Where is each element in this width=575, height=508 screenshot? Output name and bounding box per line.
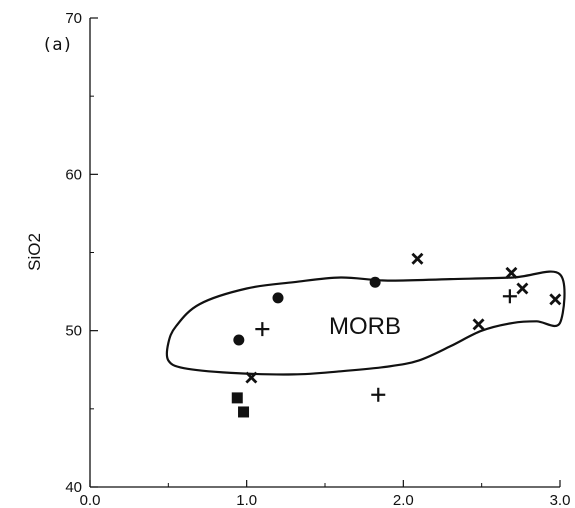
plus-point xyxy=(371,387,386,402)
x-tick-label: 2.0 xyxy=(393,492,414,508)
panel-label: (a) xyxy=(42,35,73,55)
x-point-b xyxy=(245,371,258,384)
y-axis-label: SiO2 xyxy=(25,233,44,271)
morb-region-outline xyxy=(165,270,566,376)
y-tick-label: 40 xyxy=(65,479,82,496)
x-point xyxy=(245,371,258,384)
x-point-b xyxy=(549,293,562,306)
x-point xyxy=(472,318,485,331)
square-point xyxy=(238,406,250,418)
x-tick-label: 0.0 xyxy=(80,492,101,508)
data-points xyxy=(231,252,562,418)
plus-point xyxy=(255,322,270,337)
x-point-b xyxy=(505,266,518,279)
y-tick-label: 60 xyxy=(65,166,82,183)
x-point xyxy=(516,282,529,295)
circle-point xyxy=(272,292,284,304)
y-tick-label: 50 xyxy=(65,323,82,340)
morb-region xyxy=(165,270,566,376)
circle-point xyxy=(369,276,381,288)
region-label: MORB xyxy=(329,313,401,340)
x-tick-label: 3.0 xyxy=(550,492,571,508)
x-point xyxy=(411,252,424,265)
x-point xyxy=(505,266,518,279)
x-point-b xyxy=(472,318,485,331)
y-tick-label: 70 xyxy=(65,10,82,27)
circle-point xyxy=(233,334,245,346)
axes: 0.0 1.0 2.0 3.0 40 50 60 70 xyxy=(65,10,570,508)
x-tick-label: 1.0 xyxy=(236,492,257,508)
plus-point xyxy=(502,289,517,304)
x-point xyxy=(549,293,562,306)
x-point-b xyxy=(516,282,529,295)
x-point-b xyxy=(411,252,424,265)
square-point xyxy=(231,392,243,404)
